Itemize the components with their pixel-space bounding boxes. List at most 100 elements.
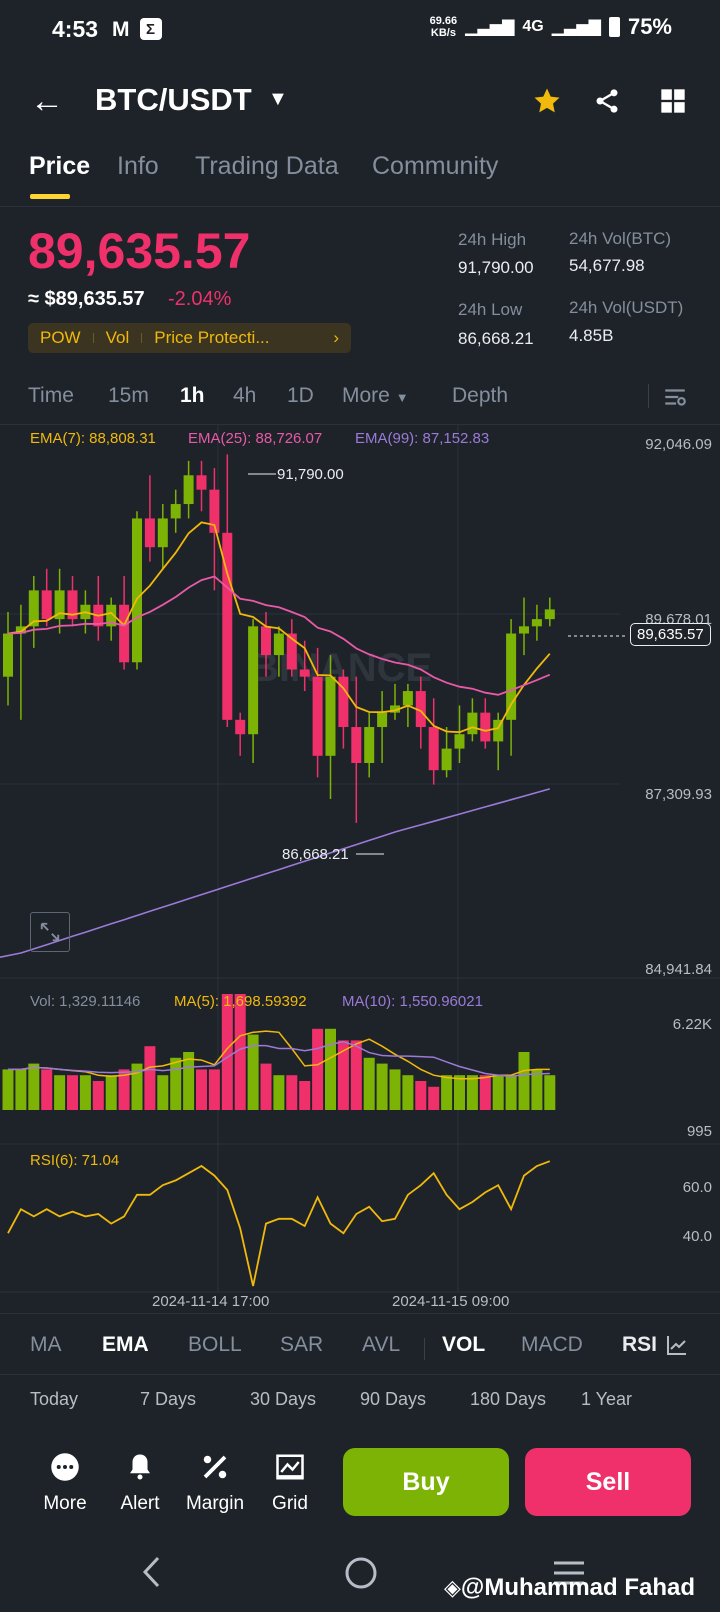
candle-body [41, 590, 52, 620]
ema7-line [7, 521, 551, 734]
volume-bar [286, 1075, 298, 1110]
interval-1h[interactable]: 1h [180, 384, 205, 407]
candle-body [390, 705, 400, 713]
network-type: 4G [522, 18, 544, 35]
rsi-legend: RSI(6): 71.04 [30, 1152, 120, 1169]
divider [0, 206, 720, 207]
candle-body [325, 676, 336, 756]
tag-price-protection[interactable]: Price Protecti... [154, 328, 270, 347]
candle-body [235, 719, 246, 735]
ema99-line [0, 788, 551, 958]
volume-bar [389, 1069, 401, 1110]
expand-icon[interactable] [30, 912, 70, 952]
depth-tab[interactable]: Depth [452, 384, 509, 407]
interval-more[interactable]: More ▼ [342, 384, 409, 407]
volume-bar [415, 1081, 427, 1110]
axis-price-4: 84,941.84 [645, 961, 712, 978]
tab-price[interactable]: Price [29, 152, 91, 180]
candle-body [222, 532, 233, 720]
candle-body [415, 691, 426, 728]
interval-15m[interactable]: 15m [108, 384, 149, 407]
candle-body [480, 712, 491, 742]
nav-back-icon[interactable] [140, 1555, 164, 1594]
nav-recents-icon[interactable] [552, 1560, 586, 1591]
pair-title[interactable]: BTC/USDT [95, 82, 252, 117]
perf-7d: 7 Days [140, 1389, 197, 1409]
candle-body [15, 626, 26, 634]
vol-axis-top: 6.22K [672, 1016, 712, 1033]
axis-price-3: 87,309.93 [645, 786, 712, 803]
more-action[interactable]: More [35, 1452, 95, 1515]
grid-action[interactable]: Grid [260, 1452, 320, 1515]
candle-body [338, 676, 349, 728]
interval-1d[interactable]: 1D [287, 384, 314, 407]
volume-bar [466, 1075, 478, 1110]
ema25-legend: EMA(25): 88,726.07 [188, 430, 323, 447]
indicator-sar[interactable]: SAR [280, 1333, 324, 1356]
time-axis-1: 2024-11-14 17:00 [152, 1293, 270, 1310]
margin-action[interactable]: Margin [185, 1452, 245, 1515]
volume-bar [441, 1075, 453, 1110]
buy-button[interactable]: Buy [343, 1448, 509, 1516]
low-label: 24h Low [458, 300, 523, 319]
axis-price-1: 92,046.09 [645, 436, 712, 453]
tab-active-indicator [30, 194, 70, 199]
candlestick-chart[interactable]: BINANCE 91,790.00 86,668.21 [0, 424, 720, 1294]
volume-bar [67, 1075, 78, 1110]
high-value: 91,790.00 [458, 258, 534, 277]
vol-btc-label: 24h Vol(BTC) [569, 229, 672, 248]
low-value: 86,668.21 [458, 329, 534, 348]
volume-bar [363, 1057, 375, 1110]
nav-home-icon[interactable] [344, 1556, 378, 1595]
candle-body [441, 748, 452, 771]
grid-menu-icon[interactable] [656, 84, 690, 118]
caret-down-icon[interactable]: ▼ [268, 88, 288, 110]
back-arrow-icon[interactable]: ← [30, 82, 64, 120]
candle-body [402, 691, 413, 706]
indicator-rsi[interactable]: RSI [622, 1333, 656, 1356]
interval-time[interactable]: Time [28, 384, 74, 407]
volume-bar [273, 1075, 285, 1110]
sell-button[interactable]: Sell [525, 1448, 691, 1516]
volume-bar [337, 1040, 349, 1110]
last-price: 89,635.57 [28, 223, 251, 279]
tab-trading-data[interactable]: Trading Data [195, 152, 339, 180]
indicator-vol[interactable]: VOL [442, 1333, 486, 1356]
star-icon[interactable] [530, 84, 564, 118]
tag-vol[interactable]: Vol [105, 328, 130, 347]
tag-pow[interactable]: POW [40, 328, 81, 347]
coin-tags[interactable]: POW Vol Price Protecti... › [28, 323, 351, 353]
candle-body [506, 633, 517, 720]
ema25-line [7, 575, 551, 696]
perf-today: Today [30, 1389, 79, 1409]
candle-body [377, 712, 388, 728]
candle-body [273, 633, 284, 656]
ema7-legend: EMA(7): 88,808.31 [30, 430, 156, 447]
indicator-ma[interactable]: MA [30, 1333, 62, 1356]
indicator-settings-icon[interactable] [665, 1333, 689, 1362]
fiat-price: ≈ $89,635.57 [28, 288, 145, 310]
chevron-right-icon: › [333, 328, 339, 347]
indicator-macd[interactable]: MACD [521, 1333, 583, 1356]
indicator-ema[interactable]: EMA [102, 1333, 149, 1356]
candle-body [519, 626, 529, 634]
current-price-tag: 89,635.57 [630, 623, 711, 646]
indicator-boll[interactable]: BOLL [188, 1333, 242, 1356]
more-icon [51, 1453, 79, 1481]
candle-body [28, 590, 39, 627]
tab-info[interactable]: Info [117, 152, 159, 180]
chart-settings-icon[interactable] [662, 384, 688, 415]
candle-body [119, 604, 130, 663]
volume-bar [454, 1075, 465, 1110]
candle-body [493, 719, 504, 742]
indicator-avl[interactable]: AVL [362, 1333, 401, 1356]
alert-action[interactable]: Alert [110, 1452, 170, 1515]
interval-4h[interactable]: 4h [233, 384, 257, 407]
candle-body [428, 727, 439, 771]
share-icon[interactable] [590, 84, 624, 118]
candle-body [132, 518, 142, 663]
percent-icon [203, 1455, 227, 1479]
time-axis-2: 2024-11-15 09:00 [392, 1293, 510, 1310]
vol-ma10-line [8, 1040, 550, 1078]
tab-community[interactable]: Community [372, 152, 499, 180]
